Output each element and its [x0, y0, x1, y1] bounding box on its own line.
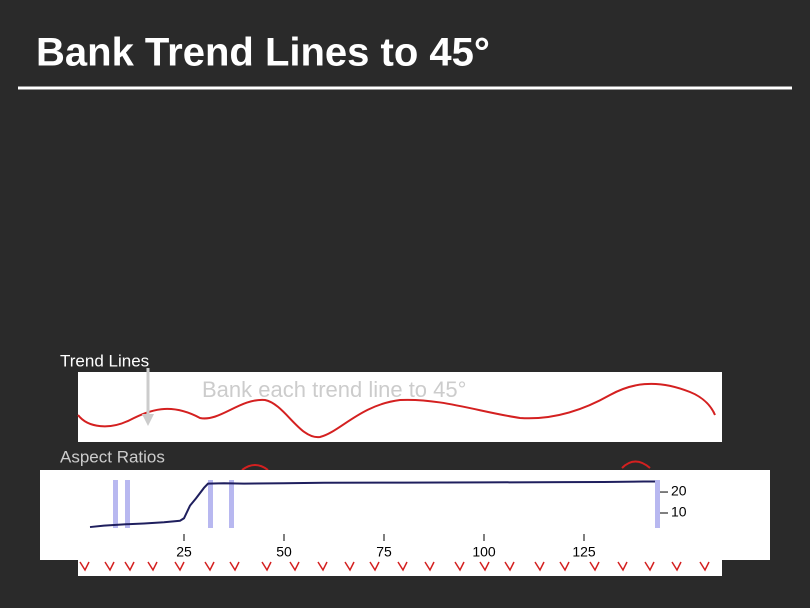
x-tick-label: 125 [572, 544, 596, 560]
highlight-bar [655, 480, 660, 528]
x-tick-label: 50 [276, 544, 292, 560]
aspect-label: Aspect Ratios [60, 447, 165, 466]
highlight-bar [208, 480, 213, 528]
arrow-head [142, 414, 154, 426]
x-tick-label: 100 [472, 544, 496, 560]
highlight-bars [113, 480, 660, 528]
aspect-panel [40, 470, 770, 560]
data-line [89, 480, 655, 529]
bank-label: Bank each trend line to 45° [202, 377, 466, 402]
trend-curve-fragment [241, 460, 651, 471]
trend-curve [77, 382, 716, 439]
highlight-bar [229, 480, 234, 528]
x-tick-label: 25 [176, 544, 192, 560]
highlight-bar [125, 480, 130, 528]
y-tick-label: 20 [671, 483, 687, 499]
highlight-bar [113, 480, 118, 528]
trend-panel [78, 372, 722, 442]
y-tick-label: 10 [671, 504, 687, 520]
aspect-chart: 25 50 75 100 125 10 20 [89, 480, 687, 560]
trend-label: Trend Lines [60, 351, 149, 370]
x-tick-label: 75 [376, 544, 392, 560]
trend-zigzag [79, 561, 710, 572]
slide-title: Bank Trend Lines to 45° [36, 31, 490, 75]
